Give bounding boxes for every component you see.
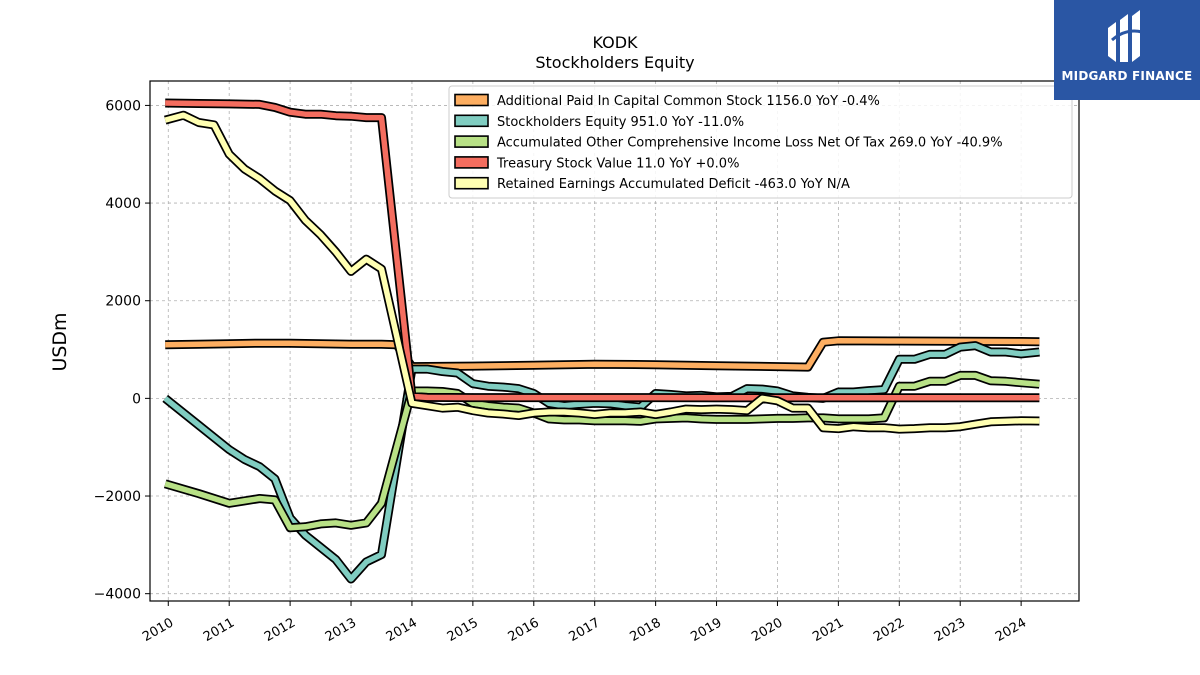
x-tick-label: 2022 [871, 615, 907, 645]
series-line-1 [162, 341, 1040, 584]
plot-area-frame [149, 80, 1080, 602]
x-tick-label: 2011 [201, 615, 237, 645]
legend-swatch [454, 93, 489, 107]
series-line-0 [165, 336, 1040, 372]
logo-mark-icon [1108, 10, 1143, 62]
legend-swatch [454, 114, 489, 128]
x-tick-label: 2017 [567, 615, 603, 645]
x-tick-label: 2020 [749, 615, 785, 645]
legend-swatch [454, 135, 489, 148]
x-tick-label: 2012 [262, 615, 298, 645]
y-tick-label: 4000 [105, 196, 141, 212]
legend-item: Retained Earnings Accumulated Deficit -4… [454, 176, 850, 192]
x-tick-label: 2018 [627, 615, 663, 645]
series-stroke [165, 338, 1040, 370]
y-tick-label: 0 [132, 391, 141, 407]
series-line-2 [163, 370, 1040, 533]
x-tick-label: 2023 [932, 615, 968, 645]
x-axis: 2010 2011 2012 2013 2014 2015 2016 2017 2018 2019… [140, 601, 1029, 645]
legend-label: Additional Paid In Capital Common Stock … [497, 94, 880, 109]
x-tick-label: 2010 [140, 615, 176, 645]
series-line-4 [164, 110, 1040, 434]
x-tick-label: 2019 [688, 615, 724, 645]
y-tick-label: −2000 [94, 489, 141, 505]
legend-swatch [454, 156, 489, 169]
chart-subtitle: Stockholders Equity [535, 53, 694, 72]
legend-item: Additional Paid In Capital Common Stock … [454, 93, 880, 109]
y-tick-label: 6000 [105, 98, 141, 114]
x-tick-label: 2024 [993, 615, 1029, 645]
y-axis: −4000 −2000 0 2000 4000 6000 [94, 98, 150, 603]
x-tick-label: 2015 [445, 615, 481, 645]
legend-item: Treasury Stock Value 11.0 YoY +0.0% [454, 156, 739, 171]
y-axis-label: USDm [49, 312, 71, 371]
legend-swatch [454, 176, 489, 190]
legend: Additional Paid In Capital Common Stock … [448, 85, 1073, 199]
legend-box [448, 85, 1073, 199]
x-tick-label: 2014 [384, 615, 420, 645]
series-outline [162, 341, 1040, 584]
brand-logo: MIDGARD FINANCE [1054, 0, 1200, 100]
series-stroke [163, 342, 1040, 582]
legend-label: Accumulated Other Comprehensive Income L… [497, 136, 1003, 151]
legend-label: Retained Earnings Accumulated Deficit -4… [497, 177, 850, 192]
logo-text: MIDGARD FINANCE [1061, 69, 1193, 83]
series-lines [162, 98, 1040, 584]
x-tick-label: 2016 [506, 615, 542, 645]
legend-item: Accumulated Other Comprehensive Income L… [454, 135, 1003, 151]
series-stroke [164, 372, 1040, 531]
series-stroke [164, 112, 1040, 432]
legend-label: Stockholders Equity 951.0 YoY -11.0% [497, 115, 744, 130]
legend-item: Stockholders Equity 951.0 YoY -11.0% [454, 114, 744, 130]
legend-label: Treasury Stock Value 11.0 YoY +0.0% [496, 156, 739, 171]
x-tick-label: 2013 [323, 615, 359, 645]
chart-title: KODK [592, 33, 638, 52]
y-tick-label: 2000 [105, 294, 141, 310]
y-tick-label: −4000 [94, 587, 141, 603]
x-tick-label: 2021 [810, 615, 846, 645]
